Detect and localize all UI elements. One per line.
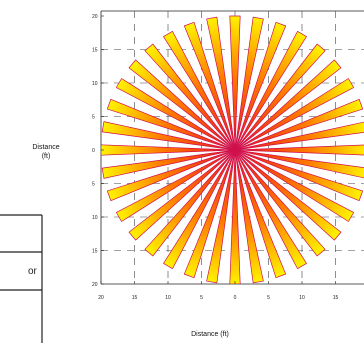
ray-5 bbox=[234, 43, 326, 151]
x-tick-label-2: 10 bbox=[165, 295, 171, 301]
ray-8 bbox=[234, 16, 264, 151]
x-tick-label-4: 0 bbox=[234, 295, 237, 301]
ray-19 bbox=[101, 149, 236, 179]
side-table-fragment: or bbox=[0, 214, 43, 343]
x-tick-label-0: 20 bbox=[98, 295, 104, 301]
ray-33 bbox=[234, 149, 354, 222]
y-tick-label-5: 5 bbox=[92, 182, 95, 188]
x-tick-label-3: 5 bbox=[200, 295, 203, 301]
x-tick-labels: 20 15 10 5 0 5 10 15 bbox=[98, 281, 338, 301]
ray-13 bbox=[144, 43, 236, 151]
ray-3 bbox=[234, 78, 354, 151]
ray-23 bbox=[144, 149, 236, 257]
y-tick-label-4: 0 bbox=[92, 148, 95, 154]
ray-21 bbox=[116, 149, 236, 222]
ray-10 bbox=[206, 16, 236, 151]
ray-11 bbox=[183, 21, 236, 151]
y-tick-labels: 20 15 10 5 0 5 10 15 20 bbox=[92, 14, 104, 288]
ray-15 bbox=[116, 78, 236, 151]
side-table-text: or bbox=[28, 266, 38, 277]
y-axis-label-line2: (ft) bbox=[42, 153, 51, 160]
x-tick-label-7: 15 bbox=[333, 295, 339, 301]
y-tick-label-8: 20 bbox=[92, 282, 98, 288]
y-axis-label-line1: Distance bbox=[32, 144, 59, 151]
ray-27 bbox=[229, 149, 241, 284]
ray-20 bbox=[106, 149, 236, 202]
ray-35 bbox=[234, 149, 364, 179]
x-tick-label-5: 5 bbox=[267, 295, 270, 301]
ray-32 bbox=[234, 149, 342, 241]
ray-9 bbox=[229, 15, 241, 151]
ray-29 bbox=[234, 149, 287, 279]
ray-30 bbox=[234, 149, 307, 269]
ray-7 bbox=[234, 21, 287, 151]
x-axis-label: Distance (ft) bbox=[191, 331, 229, 338]
ray-16 bbox=[106, 98, 236, 151]
ray-14 bbox=[128, 59, 236, 151]
ray-4 bbox=[234, 59, 342, 151]
ray-6 bbox=[234, 31, 307, 151]
y-tick-label-0: 20 bbox=[92, 14, 98, 20]
ray-18 bbox=[101, 144, 236, 156]
ray-34 bbox=[234, 149, 364, 202]
ray-17 bbox=[101, 121, 236, 151]
ray-22 bbox=[128, 149, 236, 241]
ray-0 bbox=[234, 144, 364, 156]
plot-area: 20 15 10 5 0 5 10 15 20 20 15 10 5 0 5 10 15 bbox=[92, 10, 364, 301]
x-tick-label-1: 15 bbox=[132, 295, 138, 301]
y-tick-label-3: 5 bbox=[92, 115, 95, 121]
ray-25 bbox=[183, 149, 236, 279]
ray-26 bbox=[206, 149, 236, 284]
y-tick-label-6: 10 bbox=[92, 215, 98, 221]
y-tick-label-1: 15 bbox=[92, 48, 98, 54]
ray-28 bbox=[234, 149, 264, 284]
y-tick-label-7: 15 bbox=[92, 249, 98, 255]
ray-1 bbox=[234, 121, 364, 151]
ray-24 bbox=[163, 149, 236, 269]
ray-group bbox=[101, 15, 364, 284]
y-tick-label-2: 10 bbox=[92, 81, 98, 87]
ray-12 bbox=[163, 31, 236, 151]
ray-2 bbox=[234, 98, 364, 151]
ray-31 bbox=[234, 149, 326, 257]
x-tick-label-6: 10 bbox=[299, 295, 305, 301]
